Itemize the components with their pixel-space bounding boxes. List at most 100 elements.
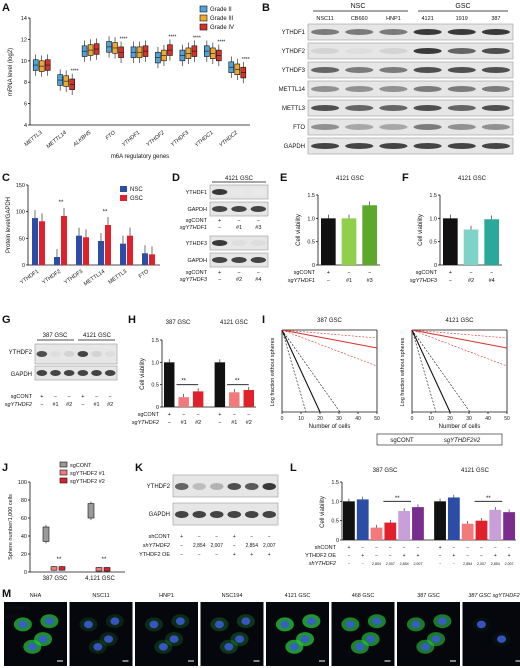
i-sgcont-ci: [411, 329, 471, 413]
f-sgcont-value: −: [490, 270, 493, 276]
l-sh-value: 2,854: [463, 562, 472, 566]
i-x-tick-label: 30: [466, 416, 472, 422]
a-legend-swatch: [199, 5, 208, 13]
a-significance: ****: [169, 34, 177, 40]
f-bar: [463, 229, 479, 265]
d-band: [212, 257, 228, 263]
chart-h: 387 GSC 4121 GSC 0 0.5 1.0 1.5 Cell viability +…: [132, 320, 256, 426]
m-nucleus-stain: [306, 617, 316, 625]
c-category-label: YTHDF1: [19, 269, 40, 286]
l-sh-value: 2,007: [477, 562, 486, 566]
b-lane-label: 387: [491, 16, 500, 22]
d-sgcont-label: sgCONT: [186, 218, 208, 224]
m-nucleus-stain: [411, 620, 421, 629]
c-bar: [98, 241, 104, 265]
f-sg-value: #4: [489, 278, 495, 284]
h-sgcont-value: +: [168, 412, 171, 418]
b-band: [447, 48, 476, 54]
h-significance: **: [181, 378, 186, 384]
g-band: [63, 370, 75, 376]
g-band: [36, 370, 48, 376]
g-sgcont-value: −: [109, 394, 112, 400]
l-sh-label: shYTHDF2: [309, 561, 336, 567]
b-band: [413, 48, 442, 54]
b-band: [447, 86, 476, 92]
i-x-tick-label: 20: [317, 416, 323, 422]
l-oe-value: −: [480, 553, 483, 559]
i-y-label: Log fraction without spheres: [400, 337, 406, 406]
l-significance: **: [486, 496, 491, 502]
a-category-label: YTHDF2: [145, 130, 165, 148]
k-band: [245, 483, 259, 490]
e-y-label: Cell viability: [296, 214, 302, 246]
h-sg-value: #2: [195, 420, 201, 426]
a-y-tick-label: 6: [24, 102, 27, 108]
d-row-label: YTHDF3: [186, 241, 207, 247]
c-bar: [142, 253, 148, 265]
western-blot-k: YTHDF2 GAPDH + − − + − − − 2,854 2,007 − 2,854 2,007 −…: [139, 474, 279, 558]
panel-j: J 0 20 40 60 80 100 Sphere number/1,000 cells 3…: [0, 460, 130, 585]
panel-k: K YTHDF2 GAPDH + − − + − − − 2,854 2,007 − 2,854 2,00…: [135, 460, 285, 585]
k-shcont-value: +: [233, 534, 236, 540]
f-sg-value: −: [449, 278, 452, 284]
m-nucleus-stain: [497, 635, 507, 643]
h-sgcont-value: +: [218, 412, 221, 418]
chart-c: 0 50 100 150 Protein level/GAPDH YTHDF1 YTHDF2…: [6, 183, 160, 287]
panel-label: B: [262, 2, 270, 14]
c-legend-swatch: [120, 186, 127, 192]
a-y-tick-label: 14: [21, 16, 27, 22]
f-y-tick-label: 0: [434, 263, 437, 269]
c-y-tick-label: 100: [16, 210, 25, 216]
m-image-label: 387 GSC sgYTHDF2: [468, 593, 519, 599]
a-category-label: YTHDF1: [121, 130, 141, 148]
l-shcont-value: −: [494, 545, 497, 551]
h-sg-value: #2: [246, 420, 252, 426]
b-band: [311, 124, 340, 130]
e-y-tick-label: 0.5: [307, 240, 315, 246]
c-significance: **: [103, 209, 108, 215]
h-sg-value: #1: [231, 420, 237, 426]
a-legend-label: Grade III: [210, 16, 234, 22]
i-x-tick-label: 50: [504, 416, 510, 422]
j-box: [103, 567, 111, 572]
g-band: [91, 370, 102, 376]
b-band: [379, 29, 408, 35]
f-bar: [484, 219, 499, 265]
m-nucleus-stain: [366, 635, 376, 643]
i-group-label: 387 GSC: [317, 318, 342, 324]
western-blot-g: 387 GSC 4121 GSC YTHDF2 GAPDH + − − + − − − #1 #2 − #1…: [5, 333, 118, 408]
e-bar: [341, 218, 357, 265]
h-sgcont-value: −: [247, 412, 250, 418]
d-title: 4121 GSC: [225, 176, 254, 182]
k-row-label: GAPDH: [149, 512, 170, 518]
b-blot-strip: [307, 61, 514, 79]
k-band: [210, 511, 224, 518]
m-nucleus-stain: [214, 620, 224, 629]
j-box: [95, 567, 103, 572]
m-nucleus-stain: [224, 643, 234, 651]
i-x-tick-label: 20: [447, 416, 453, 422]
b-blot-strip: [307, 23, 514, 41]
b-band: [447, 105, 476, 111]
k-oe-value: −: [198, 552, 201, 558]
l-sh-value: −: [362, 562, 364, 566]
g-sg-value: #2: [107, 402, 113, 408]
m-image-label: 468 GSC: [352, 593, 375, 599]
d-band: [231, 257, 247, 263]
l-oe-value: +: [361, 553, 364, 559]
b-blot-strip: [307, 42, 514, 60]
m-nucleus-stain: [18, 620, 28, 629]
panel-label: D: [172, 172, 180, 184]
l-bar: [356, 499, 369, 540]
j-box: [42, 526, 50, 542]
b-band: [413, 86, 442, 92]
k-sh-value: −: [233, 543, 236, 549]
c-y-label: Protein level/GAPDH: [6, 197, 12, 253]
a-significance: ****: [217, 40, 225, 46]
m-image-tile: [397, 602, 460, 666]
i-sgythdf2-ci: [281, 329, 378, 339]
i-sgcont-line: [411, 329, 451, 413]
m-image-label: HNP1: [159, 593, 174, 599]
d-sg-value: #2: [236, 277, 242, 283]
m-nucleus-stain: [476, 620, 486, 629]
